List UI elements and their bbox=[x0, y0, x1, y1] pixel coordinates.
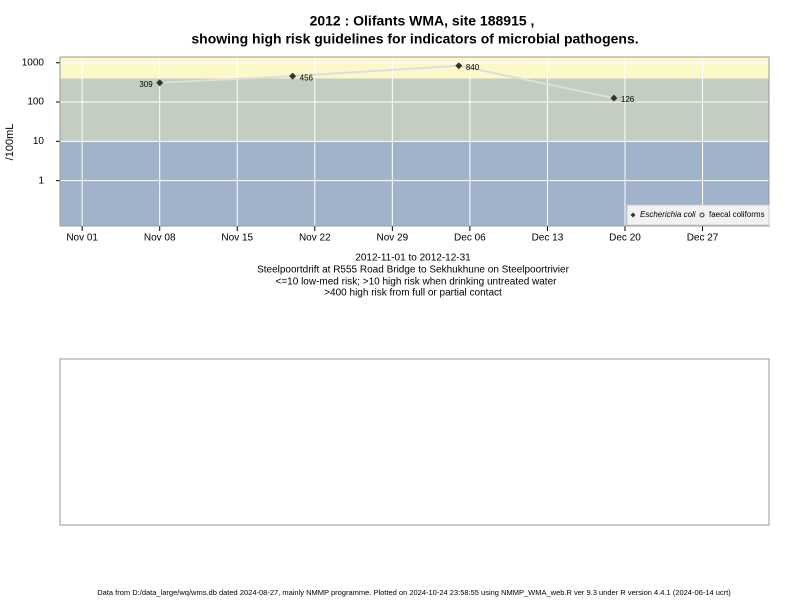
empty-panel bbox=[59, 358, 770, 526]
value-label: 126 bbox=[621, 95, 635, 104]
y-axis-label: /100mL bbox=[4, 124, 16, 161]
x-tick-label: Nov 08 bbox=[144, 233, 176, 244]
x-tick-label: Dec 13 bbox=[532, 233, 564, 244]
legend-marker bbox=[699, 212, 705, 218]
x-tick-label: Nov 01 bbox=[66, 233, 98, 244]
value-label: 456 bbox=[300, 73, 314, 82]
subtitle: 2012-11-01 to 2012-12-31 bbox=[355, 253, 471, 264]
y-tick-label: 10 bbox=[33, 136, 45, 147]
plot-frame bbox=[59, 56, 770, 227]
value-label: 309 bbox=[139, 80, 153, 89]
legend-label: Escherichia coli bbox=[640, 210, 696, 219]
y-tick-label: 1 bbox=[38, 175, 44, 186]
data-point bbox=[289, 72, 297, 80]
footer: Data from D:/data_large/wq/wms.db dated … bbox=[97, 588, 731, 597]
x-tick-label: Nov 22 bbox=[299, 233, 331, 244]
subtitle: <=10 low-med risk; >10 high risk when dr… bbox=[276, 277, 558, 288]
series-line bbox=[159, 64, 615, 100]
x-tick-label: Nov 15 bbox=[221, 233, 253, 244]
chart-title-line2: showing high risk guidelines for indicat… bbox=[191, 31, 638, 47]
legend-box bbox=[626, 204, 770, 226]
x-tick-label: Nov 29 bbox=[377, 233, 409, 244]
legend-marker bbox=[630, 212, 636, 218]
data-point bbox=[610, 94, 618, 102]
y-tick-label: 100 bbox=[27, 97, 44, 108]
risk-band bbox=[60, 78, 769, 142]
y-tick-label: 1000 bbox=[22, 57, 45, 68]
x-tick-label: Dec 20 bbox=[609, 233, 641, 244]
x-tick-label: Dec 06 bbox=[454, 233, 486, 244]
subtitle: Steelpoortdrift at R555 Road Bridge to S… bbox=[257, 265, 570, 276]
legend-label: faecal coliforms bbox=[709, 210, 765, 219]
subtitle: >400 high risk from full or partial cont… bbox=[324, 288, 502, 299]
value-label: 840 bbox=[466, 63, 480, 72]
x-tick-label: Dec 27 bbox=[687, 233, 719, 244]
data-point bbox=[455, 62, 463, 70]
chart-title: 2012 : Olifants WMA, site 188915 , bbox=[310, 13, 535, 29]
data-point bbox=[156, 79, 164, 87]
